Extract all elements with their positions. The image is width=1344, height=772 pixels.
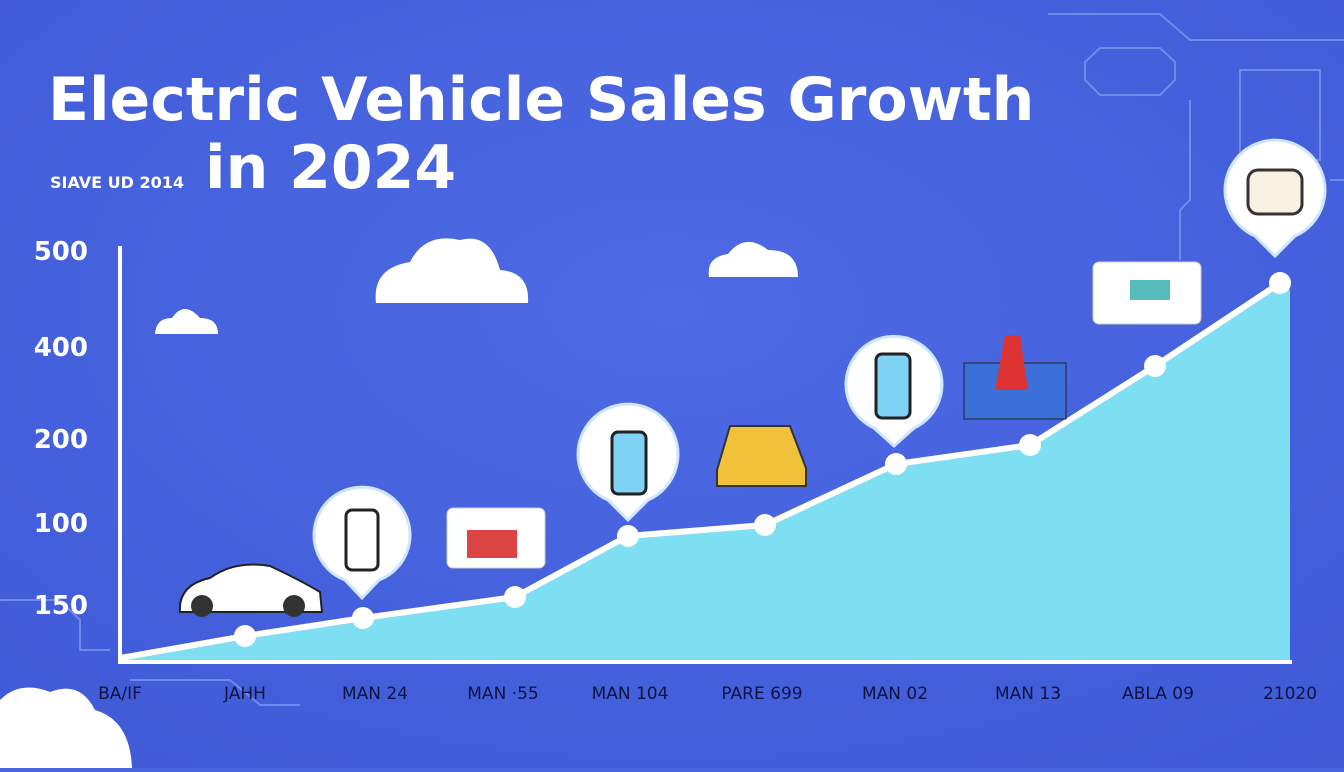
y-axis-labels: 500 400 200 100 150: [34, 237, 88, 621]
tagline: SIAVE UD 2014: [50, 173, 184, 192]
y-axis-label: 150: [34, 591, 88, 621]
x-axis-label: MAN 13: [995, 684, 1061, 704]
x-axis-labels: BA/IF JAHH MAN 24 MAN ·55 MAN 104 PARE 699 MAN…: [98, 684, 1317, 704]
x-axis-label: MAN 104: [592, 684, 669, 704]
title: Electric Vehicle Sales Growth: [48, 65, 1034, 135]
x-axis-label: BA/IF: [98, 684, 142, 704]
x-axis-label: 21020: [1263, 684, 1317, 704]
y-axis-label: 200: [34, 425, 88, 455]
x-axis-label: PARE 699: [721, 684, 802, 704]
line: [119, 280, 1282, 661]
y-axis-label: 400: [34, 333, 88, 363]
clouds: [0, 238, 798, 768]
y-axis-label: 500: [34, 237, 88, 267]
title-line2: in 2024: [205, 133, 456, 203]
area: [120, 283, 1290, 662]
circuit-decoration: [0, 13, 1344, 706]
x-axis-label: MAN 24: [342, 684, 408, 704]
x-axis-label: JAHH: [223, 684, 266, 704]
points: [234, 272, 1291, 647]
x-axis-label: ABLA 09: [1122, 684, 1194, 704]
axes: [118, 246, 1292, 664]
x-axis-label: MAN 02: [862, 684, 928, 704]
x-axis-label: MAN ·55: [467, 684, 538, 704]
y-axis-label: 100: [34, 509, 88, 539]
icons: [178, 168, 1304, 617]
